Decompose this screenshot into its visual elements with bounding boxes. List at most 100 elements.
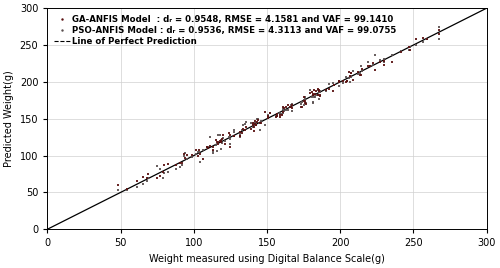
Point [226, 142, 234, 146]
Point [212, 140, 220, 144]
Point [160, 163, 168, 167]
Point [308, 95, 316, 99]
X-axis label: Weight measured using Digital Balance Scale(g): Weight measured using Digital Balance Sc… [149, 254, 385, 264]
Point [330, 83, 338, 87]
Point [276, 115, 284, 119]
Point [397, 50, 405, 54]
Point [180, 152, 188, 156]
Point [154, 164, 162, 168]
Point [278, 112, 285, 116]
Point [276, 111, 284, 115]
Point [287, 105, 295, 109]
Point [310, 92, 318, 96]
Point [198, 148, 206, 152]
Point [176, 165, 184, 169]
Point [188, 155, 196, 159]
Point [176, 161, 184, 165]
Point [436, 28, 444, 32]
Point [300, 99, 308, 103]
Point [220, 133, 228, 137]
Point [216, 139, 224, 143]
Point [217, 138, 225, 142]
Point [209, 147, 217, 152]
Point [160, 170, 168, 175]
Point [314, 87, 322, 92]
Point [114, 188, 122, 192]
Point [138, 174, 146, 179]
Point [364, 59, 372, 64]
Point [286, 105, 294, 110]
Point [309, 92, 317, 97]
Point [342, 75, 350, 79]
Point [342, 79, 350, 83]
Point [218, 137, 226, 142]
Point [181, 156, 189, 160]
Point [279, 110, 287, 114]
Point [345, 70, 353, 74]
Point [312, 93, 320, 98]
Point [418, 39, 426, 44]
Point [250, 122, 258, 126]
Point [325, 82, 333, 86]
Point [406, 48, 413, 52]
Point [144, 172, 152, 177]
Point [242, 125, 250, 129]
Point [347, 70, 355, 75]
Point [322, 88, 330, 92]
Point [366, 64, 374, 68]
Point [250, 122, 258, 127]
Point [436, 25, 444, 29]
Point [300, 100, 308, 105]
Point [188, 153, 196, 158]
Point [238, 127, 246, 131]
Point [335, 79, 343, 83]
Point [226, 137, 234, 142]
Point [346, 80, 354, 84]
Point [266, 111, 274, 115]
Point [204, 146, 212, 150]
Point [388, 60, 396, 65]
Point [250, 129, 258, 133]
Point [300, 95, 308, 99]
Point [312, 89, 320, 94]
Point [345, 76, 353, 80]
Point [284, 102, 292, 107]
Point [246, 121, 254, 125]
Point [198, 157, 206, 161]
Point [274, 114, 281, 118]
Point [225, 135, 233, 139]
Point [316, 89, 324, 93]
Point [238, 131, 246, 135]
Point [256, 128, 264, 132]
Point [347, 73, 355, 78]
Point [380, 56, 388, 61]
Point [209, 145, 217, 149]
Point [250, 121, 258, 125]
Point [309, 101, 317, 105]
Point [254, 118, 262, 122]
Point [206, 135, 214, 139]
Point [272, 114, 280, 119]
Point [242, 120, 250, 124]
Y-axis label: Predicted Weight(g): Predicted Weight(g) [4, 70, 14, 167]
Point [342, 80, 350, 84]
Point [204, 145, 212, 149]
Point [279, 110, 287, 115]
Point [250, 124, 258, 129]
Point [249, 124, 257, 129]
Point [192, 148, 200, 152]
Point [181, 151, 189, 156]
Point [214, 133, 222, 137]
Point [257, 121, 265, 125]
Point [236, 129, 244, 134]
Point [335, 84, 343, 88]
Point [412, 43, 420, 47]
Point [214, 140, 222, 144]
Point [316, 90, 324, 94]
Point [217, 139, 225, 143]
Point [252, 121, 260, 125]
Point [322, 89, 330, 93]
Point [252, 122, 260, 126]
Point [212, 143, 220, 147]
Point [405, 45, 413, 49]
